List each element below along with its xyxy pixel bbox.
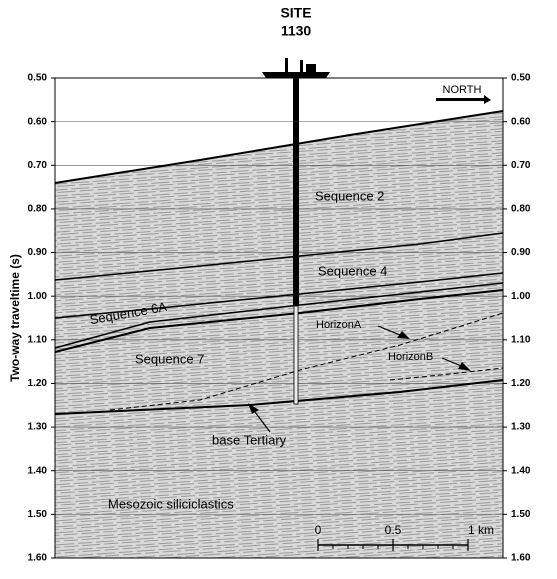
- horizons: [54, 110, 504, 415]
- y-tick-label: 1.20: [28, 378, 48, 389]
- grid: 0.50 0.500.60 0.600.70 0.700.80 0.800.90 0.90…: [28, 73, 531, 564]
- y-tick-label: 1.00: [511, 291, 531, 302]
- title-line: 1130: [281, 23, 312, 39]
- y-tick-label: 1.40: [28, 465, 48, 476]
- y-tick-label: 0.80: [511, 204, 531, 215]
- annotation: Sequence 4: [318, 263, 387, 278]
- y-tick-label: 1.10: [511, 334, 531, 345]
- annotation: Mesozoic siliciclastics: [108, 496, 234, 511]
- y-tick-label: 1.50: [28, 509, 48, 520]
- y-tick-label: 1.00: [28, 291, 48, 302]
- y-tick-label: 0.50: [28, 73, 48, 84]
- y-tick-label: 0.70: [511, 160, 531, 171]
- y-tick-label: 0.90: [28, 247, 48, 258]
- north-arrow: NORTH: [436, 84, 491, 104]
- y-tick-label: 0.60: [511, 116, 531, 127]
- well: [262, 58, 330, 405]
- y-tick-label: 1.20: [511, 378, 531, 389]
- y-tick-label: 1.60: [511, 553, 531, 564]
- scale-label: 0.5: [385, 523, 402, 537]
- y-tick-label: 1.40: [511, 465, 531, 476]
- annotation: base Tertiary: [212, 432, 287, 447]
- y-tick-label: 1.30: [28, 422, 48, 433]
- annotation: Sequence 2: [315, 188, 384, 203]
- y-tick-label: 1.50: [511, 509, 531, 520]
- annotation: HorizonB: [388, 351, 433, 363]
- annotation: HorizonA: [316, 319, 362, 331]
- y-tick-label: 0.80: [28, 204, 48, 215]
- y-tick-label: 1.30: [511, 422, 531, 433]
- scale-bar: 0 0.5 1 km: [315, 523, 494, 551]
- title-line: SITE: [280, 5, 311, 21]
- y-tick-label: 0.90: [511, 247, 531, 258]
- y-tick-label: 1.10: [28, 334, 48, 345]
- north-label: NORTH: [443, 84, 482, 96]
- y-tick-label: 0.50: [511, 73, 531, 84]
- seismic-image: [55, 111, 503, 558]
- y-tick-label: 1.60: [28, 553, 48, 564]
- scale-label: 0: [315, 523, 322, 537]
- scale-label: 1 km: [468, 523, 494, 537]
- y-tick-label: 0.60: [28, 116, 48, 127]
- annotation: Sequence 7: [135, 351, 204, 366]
- y-axis-label: Two-way traveltime (s): [8, 254, 22, 382]
- y-tick-label: 0.70: [28, 160, 48, 171]
